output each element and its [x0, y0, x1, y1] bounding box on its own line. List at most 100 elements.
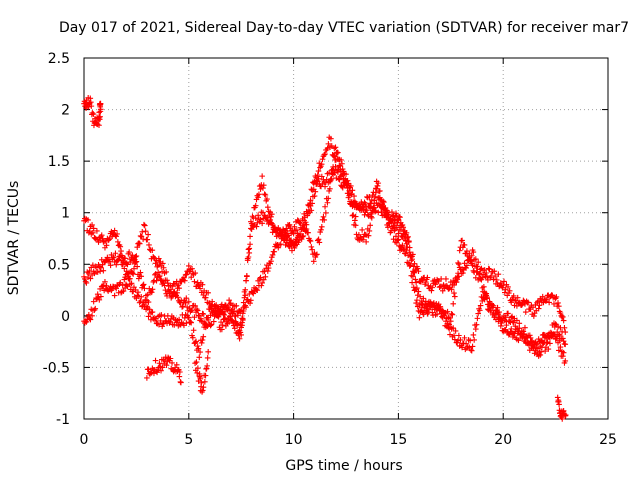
data-point [115, 256, 122, 263]
data-point [107, 262, 114, 269]
data-point [173, 361, 180, 368]
data-point [210, 307, 217, 314]
data-point [506, 288, 513, 294]
data-point [536, 302, 543, 309]
data-point [327, 176, 334, 183]
data-point [126, 249, 132, 255]
data-point [466, 344, 473, 351]
data-point [484, 274, 490, 280]
data-point [83, 280, 90, 286]
data-point [315, 236, 322, 243]
data-point [406, 249, 413, 256]
data-point [364, 207, 370, 213]
data-point [514, 317, 520, 324]
data-point [183, 271, 190, 278]
data-point [199, 281, 206, 288]
data-point [349, 212, 356, 219]
data-point [466, 254, 473, 260]
data-point [115, 239, 121, 245]
data-point [188, 319, 195, 326]
data-point [381, 199, 387, 205]
data-point [192, 339, 199, 346]
data-point [141, 222, 148, 229]
data-point [146, 242, 152, 248]
data-point [246, 250, 253, 256]
data-point [156, 273, 162, 280]
data-point [239, 322, 245, 329]
data-point [197, 349, 203, 355]
data-point [294, 241, 300, 248]
data-point [363, 239, 369, 245]
data-point [407, 262, 414, 269]
data-point [122, 255, 128, 262]
data-point [562, 341, 569, 348]
data-point [316, 239, 323, 246]
data-point [371, 197, 378, 204]
data-point [203, 322, 210, 329]
data-point [492, 273, 498, 279]
data-point [196, 354, 203, 361]
data-point [191, 314, 198, 320]
data-point [510, 319, 517, 326]
data-point [200, 311, 207, 317]
data-point [141, 221, 147, 228]
data-point [472, 326, 479, 332]
plot-frame [83, 57, 609, 420]
data-point [252, 215, 259, 222]
data-point [286, 221, 293, 228]
data-point [138, 273, 145, 280]
x-axis-label: GPS time / hours [285, 458, 402, 474]
data-point [373, 186, 380, 192]
data-point [428, 302, 435, 308]
data-point [103, 242, 110, 249]
series-track-c [81, 163, 569, 361]
data-point [166, 320, 173, 326]
data-point [204, 355, 211, 361]
data-point [85, 217, 91, 223]
data-point [198, 315, 204, 322]
data-point [377, 188, 383, 194]
data-point [215, 314, 222, 320]
data-point [90, 262, 96, 268]
data-point [106, 258, 113, 265]
data-point [163, 269, 169, 275]
data-point [332, 163, 339, 170]
data-point [494, 309, 501, 316]
data-point [486, 298, 493, 305]
data-point [156, 360, 163, 367]
data-point [268, 219, 274, 226]
data-point [197, 376, 204, 382]
data-point [89, 110, 96, 116]
data-point [264, 196, 270, 202]
data-point [336, 176, 343, 183]
data-point [111, 227, 118, 234]
data-point [560, 314, 566, 320]
data-point [530, 345, 536, 352]
data-point [290, 230, 297, 237]
data-point [164, 277, 170, 284]
data-point [542, 348, 548, 354]
data-point [535, 305, 542, 312]
data-point [180, 303, 186, 310]
data-points [81, 95, 569, 422]
data-point [436, 307, 443, 314]
data-point [537, 343, 544, 349]
data-point [319, 224, 325, 230]
data-point [135, 289, 141, 296]
data-point [320, 213, 327, 220]
data-point [86, 311, 92, 318]
data-point [288, 243, 294, 249]
data-point [368, 197, 375, 203]
data-point [468, 347, 475, 354]
data-point [114, 231, 120, 237]
data-point [322, 183, 328, 190]
data-point [262, 274, 269, 280]
data-point [562, 358, 569, 364]
data-point [131, 265, 137, 272]
data-point [345, 194, 352, 201]
data-point [531, 350, 538, 357]
data-point [159, 323, 165, 330]
data-point [90, 298, 97, 305]
data-point [322, 203, 328, 210]
data-point [294, 227, 300, 233]
